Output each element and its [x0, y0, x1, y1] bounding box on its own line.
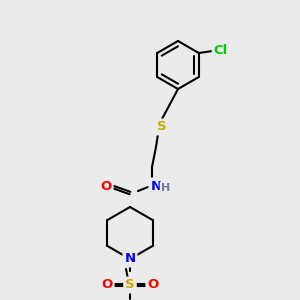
Text: O: O	[100, 181, 112, 194]
Text: S: S	[125, 278, 135, 292]
Text: H: H	[161, 183, 171, 193]
Text: N: N	[150, 179, 162, 193]
Text: Cl: Cl	[214, 44, 228, 58]
Text: Cl: Cl	[214, 44, 228, 58]
Text: O: O	[101, 278, 112, 292]
Text: N: N	[150, 179, 162, 193]
Text: S: S	[125, 278, 135, 292]
Text: S: S	[157, 121, 167, 134]
Text: O: O	[100, 181, 112, 194]
Text: O: O	[101, 278, 112, 292]
Text: S: S	[157, 121, 167, 134]
Text: N: N	[124, 253, 136, 266]
Text: O: O	[147, 278, 159, 292]
Text: O: O	[147, 278, 159, 292]
Text: N: N	[124, 253, 136, 266]
Text: H: H	[161, 183, 171, 193]
